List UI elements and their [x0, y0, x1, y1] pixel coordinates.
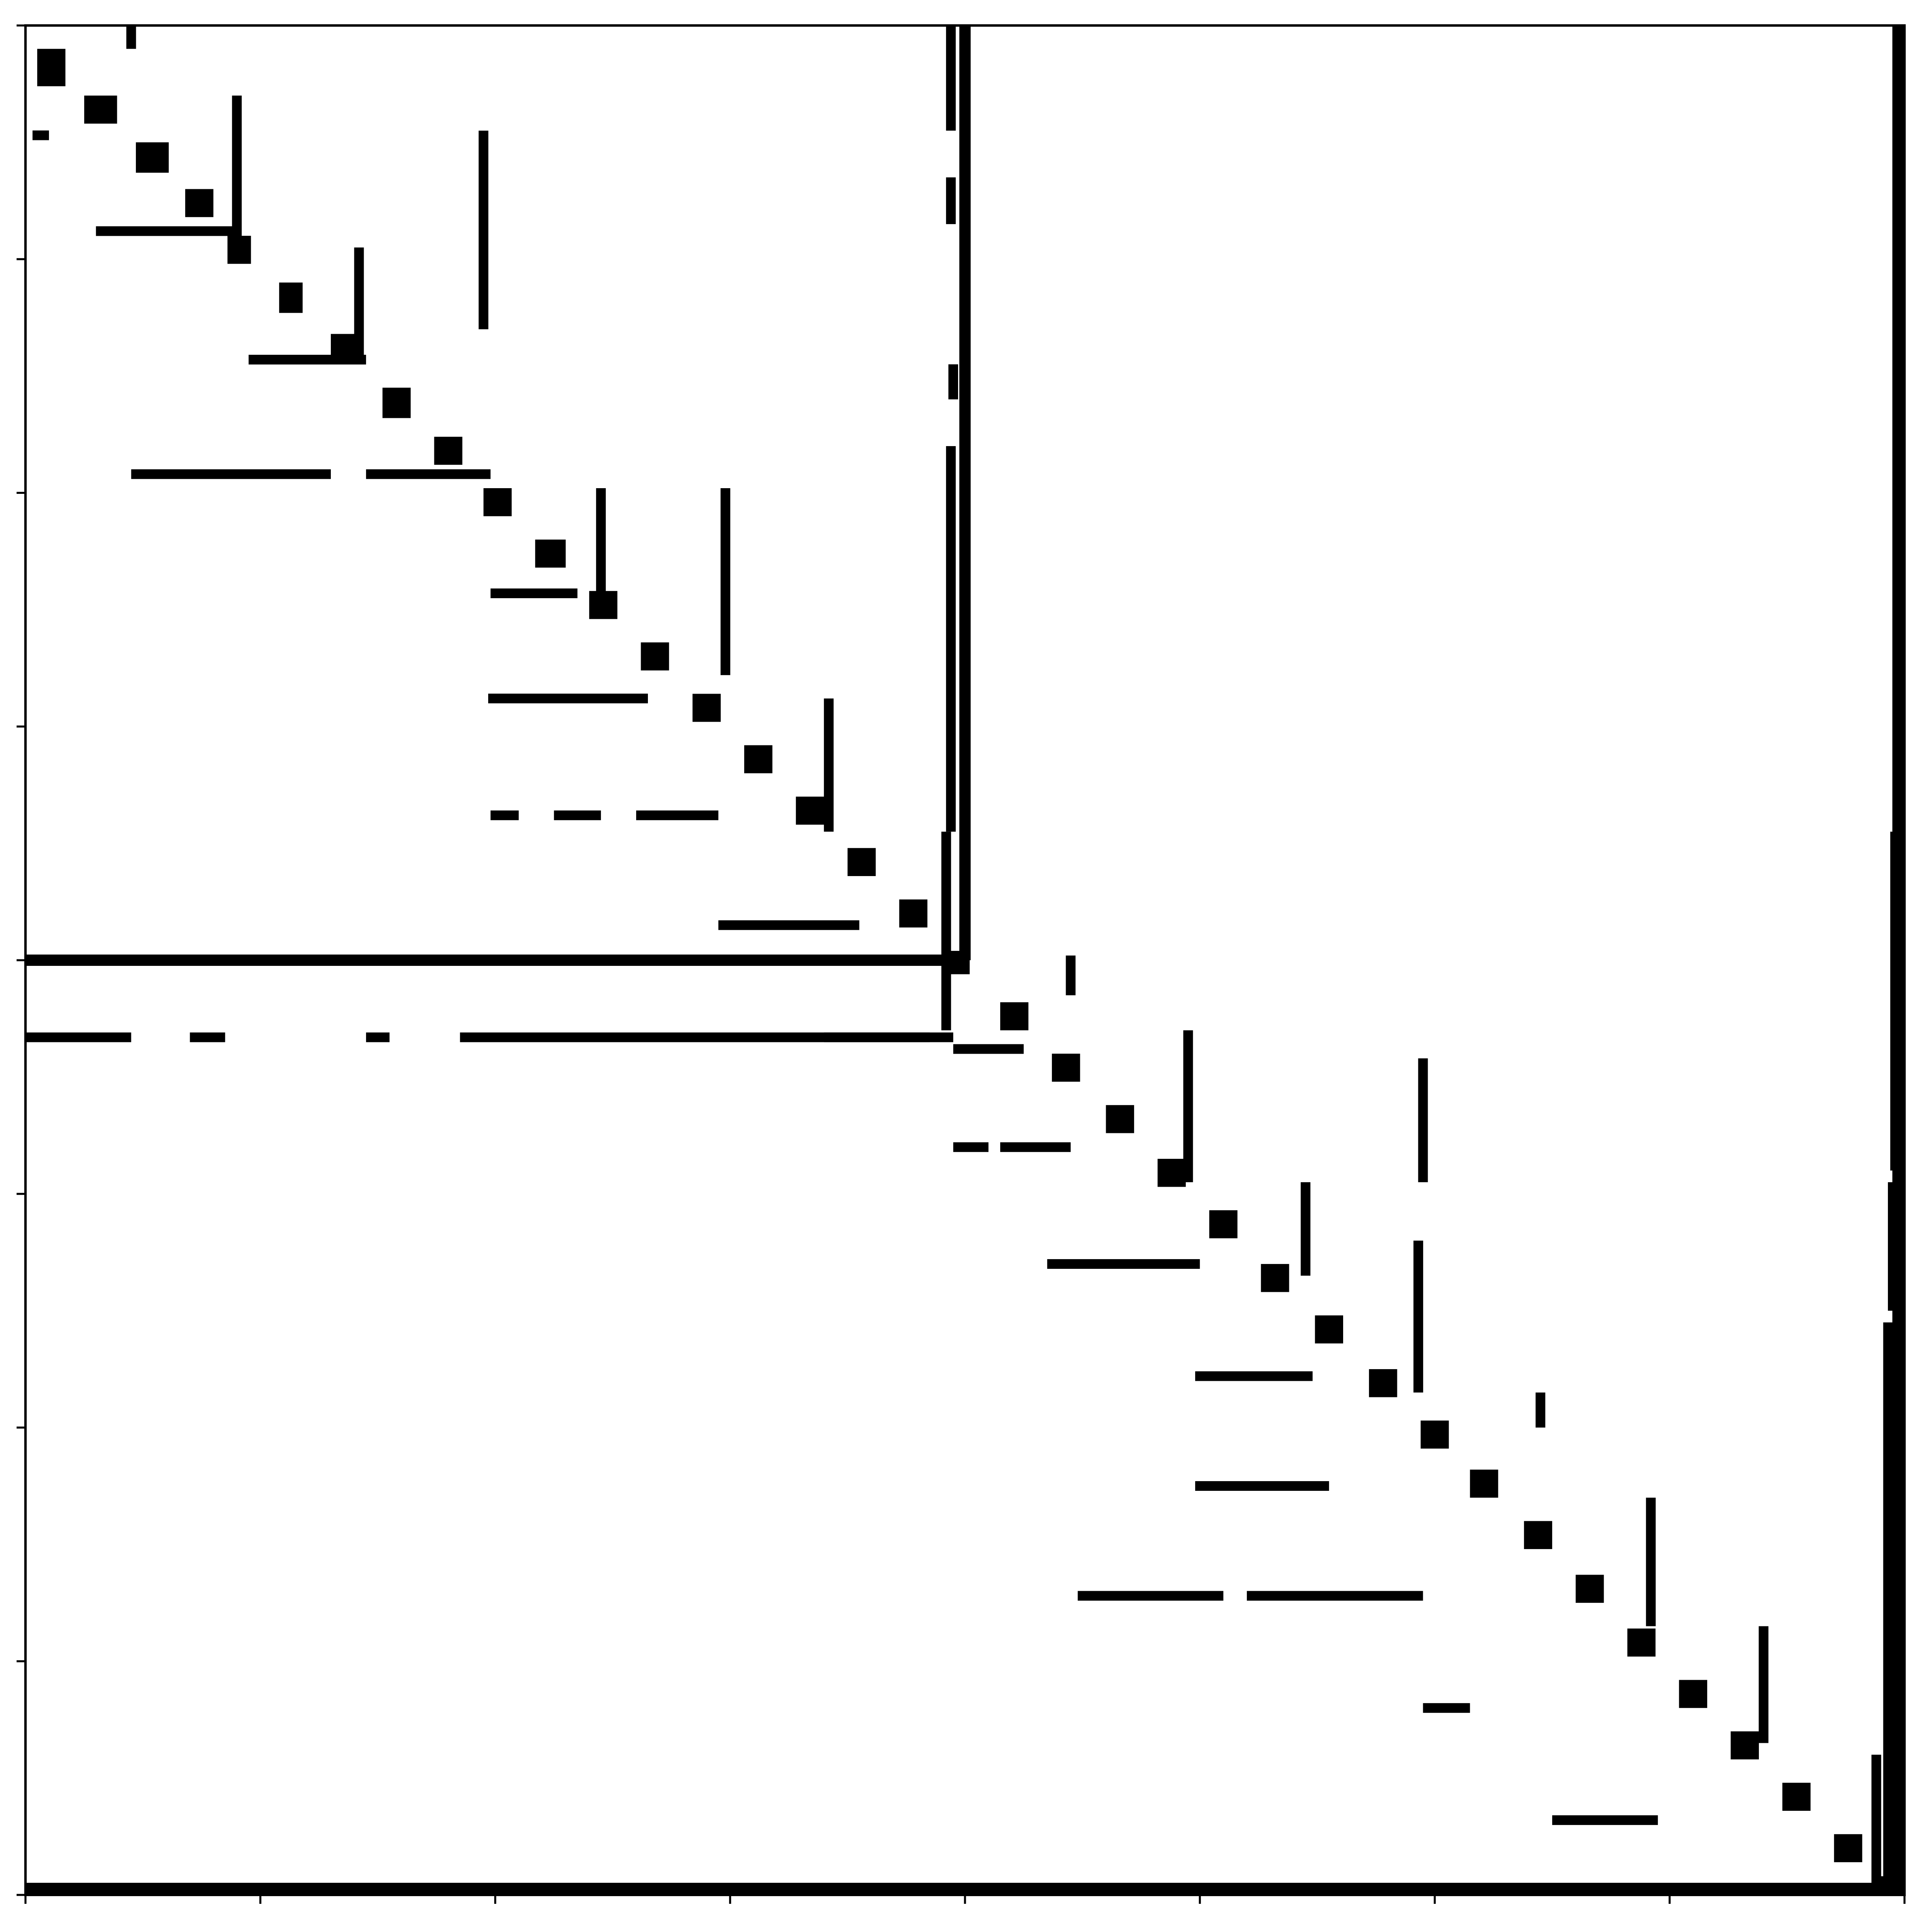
dense-middle-row	[25, 955, 965, 966]
col-segment-9	[948, 364, 958, 400]
col-segment-12	[1066, 955, 1076, 995]
row-segment-10	[718, 920, 859, 930]
col-segment-19	[1758, 1626, 1769, 1743]
col-segment-25	[1883, 1322, 1893, 1884]
diagonal-block-33	[1731, 1731, 1759, 1759]
diagonal-block-24	[1261, 1264, 1289, 1292]
row-segment-23	[1246, 1591, 1423, 1601]
row-segment-19	[1047, 1259, 1200, 1269]
col-segment-20	[1871, 1755, 1881, 1895]
col-segment-2	[354, 247, 364, 364]
dense-bottom-row	[25, 1883, 1904, 1895]
row-segment-22	[1077, 1591, 1223, 1601]
col-segment-1	[232, 95, 242, 248]
diagonal-block-16	[847, 848, 876, 876]
diagonal-block-34	[1782, 1782, 1811, 1811]
dense-middle-column	[959, 25, 971, 960]
diagonal-block-8	[434, 436, 463, 465]
row-segment-4	[366, 469, 491, 479]
row-segment-13	[190, 1032, 225, 1042]
col-segment-5	[720, 488, 730, 675]
diagonal-block-5	[279, 282, 303, 313]
col-segment-3	[478, 130, 489, 330]
row-segment-2	[248, 355, 366, 365]
col-segment-16	[1413, 1240, 1423, 1393]
diagonal-block-21	[1106, 1105, 1134, 1133]
col-segment-18	[1646, 1497, 1656, 1626]
nonzero-marks	[25, 25, 1905, 1895]
row-segment-1	[96, 226, 237, 236]
row-segment-8	[554, 810, 601, 820]
dense-right-column	[1892, 25, 1904, 1895]
col-segment-0	[126, 25, 136, 49]
row-segment-14	[366, 1032, 390, 1042]
row-segment-12	[25, 1032, 131, 1042]
row-segment-6	[488, 693, 648, 703]
col-segment-14	[1301, 1182, 1311, 1276]
row-segment-18	[1000, 1142, 1071, 1152]
diagonal-block-17	[899, 899, 928, 928]
diagonal-block-2	[135, 142, 169, 173]
diagonal-block-15	[796, 796, 824, 825]
diagonal-block-23	[1209, 1210, 1238, 1238]
row-segment-21	[1195, 1481, 1329, 1491]
diagonal-block-28	[1470, 1469, 1498, 1498]
diagonal-block-20	[1052, 1054, 1080, 1082]
row-segment-0	[32, 130, 49, 140]
diagonal-block-27	[1420, 1420, 1449, 1449]
diagonal-block-29	[1524, 1521, 1552, 1549]
diagonal-block-12	[641, 642, 669, 671]
diagonal-block-3	[185, 189, 214, 217]
diagonal-block-22	[1158, 1159, 1186, 1187]
diagonal-block-35	[1834, 1834, 1862, 1863]
row-segment-9	[636, 810, 719, 820]
diagonal-block-13	[692, 694, 721, 722]
row-segment-17	[953, 1142, 989, 1152]
diagonal-block-0	[37, 49, 66, 87]
row-segment-25	[1552, 1815, 1658, 1825]
col-segment-13	[1183, 1030, 1193, 1182]
row-segment-15	[460, 1032, 953, 1042]
diagonal-block-1	[84, 95, 117, 124]
diagonal-block-25	[1315, 1315, 1344, 1344]
diagonal-block-31	[1627, 1628, 1656, 1657]
col-segment-8	[946, 177, 956, 224]
diagonal-block-30	[1575, 1575, 1604, 1603]
row-segment-20	[1195, 1371, 1313, 1381]
row-segment-7	[490, 810, 519, 820]
diagonal-block-26	[1369, 1369, 1397, 1397]
diagonal-block-7	[382, 387, 411, 418]
axis-ticks	[17, 24, 1906, 1904]
col-segment-15	[1418, 1058, 1428, 1182]
col-segment-17	[1535, 1392, 1545, 1428]
axes-frame	[24, 24, 1906, 1896]
diagonal-block-32	[1679, 1680, 1708, 1708]
row-segment-24	[1423, 1703, 1470, 1713]
col-segment-10	[946, 446, 956, 832]
row-segment-5	[490, 588, 578, 598]
col-segment-4	[596, 488, 606, 598]
row-segment-3	[131, 469, 331, 479]
diagonal-block-9	[483, 488, 512, 517]
diagonal-block-19	[1000, 1002, 1028, 1031]
col-segment-6	[824, 698, 834, 832]
diagonal-block-14	[744, 745, 772, 773]
row-segment-16	[953, 1044, 1024, 1054]
col-segment-7	[946, 25, 956, 131]
col-segment-11	[941, 832, 951, 1031]
diagonal-block-10	[535, 540, 566, 568]
